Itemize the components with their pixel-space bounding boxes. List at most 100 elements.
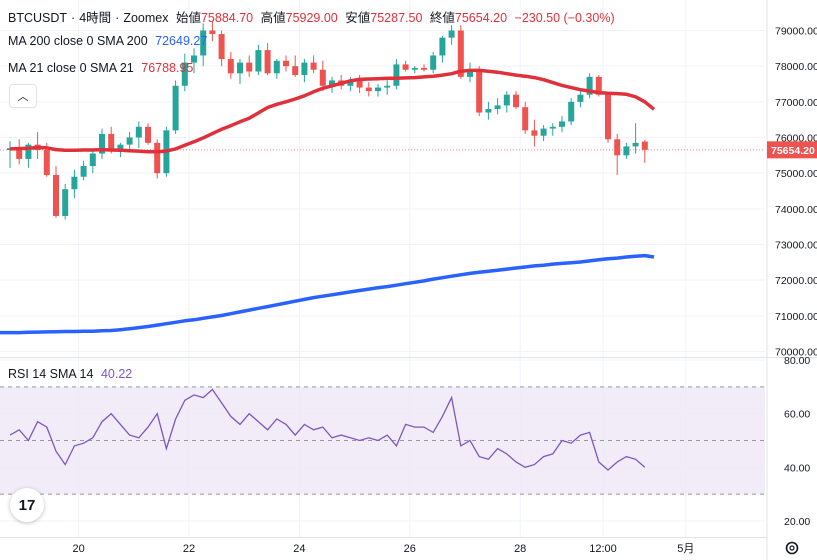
candle-body [503, 94, 510, 106]
candle-body [522, 107, 529, 131]
candle [273, 59, 280, 79]
rsi-tick-label: 80.00 [784, 355, 810, 367]
candle [283, 55, 289, 72]
candle [89, 149, 96, 174]
candle-body [117, 144, 124, 150]
candle-body [365, 87, 372, 92]
candle [218, 30, 225, 67]
candle-body [513, 94, 519, 108]
time-tick-label: 12:00 [589, 543, 617, 555]
candle [237, 59, 243, 84]
change-value: −230.50 (−0.30%) [514, 11, 615, 25]
candle-body [632, 142, 639, 147]
rsi-axis[interactable]: 20.00 40.00 60.00 80.00 [784, 355, 810, 528]
ma200-label: MA 200 close 0 SMA 200 [8, 34, 148, 48]
tradingview-logo[interactable]: 17 [10, 488, 44, 522]
candle-body [246, 62, 253, 72]
candle [145, 123, 151, 145]
candle-body [108, 133, 115, 150]
ma200-line [0, 253, 655, 335]
candle-body [301, 62, 308, 76]
high-value: 75929.00 [285, 11, 338, 25]
candle [476, 66, 483, 117]
legend-main: BTCUSDT · 4時間 · Zoomex 始値75884.70 高値75929.00… [8, 7, 619, 26]
last-price-badge-text: 75654.20 [771, 145, 815, 157]
candle [200, 23, 207, 67]
candle [393, 59, 400, 90]
candle [209, 21, 216, 42]
legend-ma200[interactable]: MA 200 close 0 SMA 200 72649.27 [8, 34, 211, 48]
candle [568, 98, 575, 126]
candle [53, 166, 59, 218]
candle [485, 101, 492, 120]
candle [632, 123, 639, 154]
low-label: 安値 [345, 11, 371, 25]
candle [430, 51, 437, 74]
candle-body [540, 128, 547, 136]
candle-body [439, 37, 446, 56]
ma200-value: 72649.27 [155, 34, 208, 48]
candle [375, 84, 381, 97]
price-tick-label: 77000.00 [775, 97, 817, 109]
legend-rsi[interactable]: RSI 14 SMA 14 40.22 [8, 367, 136, 381]
candle-body [448, 30, 455, 38]
candle-body [191, 55, 197, 63]
candle [99, 128, 105, 159]
candle-body [16, 148, 23, 159]
candle [310, 55, 317, 74]
price-tick-label: 70000.00 [775, 347, 817, 359]
candle [319, 60, 326, 92]
candle [384, 78, 391, 95]
price-tick-label: 74000.00 [775, 204, 817, 216]
candle-body [559, 121, 565, 127]
candle-body [356, 80, 363, 88]
price-tick-label: 78000.00 [775, 61, 817, 73]
candlestick-series [7, 21, 648, 220]
candle [62, 183, 69, 220]
candle-body [402, 64, 409, 70]
candle-body [586, 76, 593, 95]
low-value: 75287.50 [370, 11, 423, 25]
candle [365, 82, 372, 97]
candle-body [283, 60, 289, 67]
candle-body [218, 34, 225, 60]
last-price-badge: 75654.20 [767, 141, 817, 159]
candle-body [614, 139, 621, 156]
candle-body [264, 50, 271, 74]
time-tick-label: 24 [293, 543, 305, 555]
collapse-legend-button[interactable]: ︿ [9, 84, 37, 108]
candle-body [209, 30, 216, 35]
candle [448, 25, 455, 45]
candle-body [568, 101, 575, 122]
candle-body [467, 69, 473, 77]
open-value: 75884.70 [200, 11, 254, 25]
candle [34, 132, 41, 159]
price-axis[interactable]: 70000.00 71000.00 72000.00 73000.00 74000.00… [775, 26, 817, 359]
symbol-name[interactable]: BTCUSDT [8, 11, 68, 25]
candle-body [126, 137, 133, 145]
candle [540, 125, 547, 142]
interval-label[interactable]: 4時間 [79, 11, 112, 25]
logo-text: 17 [18, 496, 36, 514]
candle [411, 66, 418, 74]
time-tick-label: 5月 [677, 543, 694, 555]
time-axis[interactable]: 20 22 24 26 28 12:00 5月 [72, 543, 694, 555]
high-label: 高値 [260, 11, 286, 25]
legend-ma21[interactable]: MA 21 close 0 SMA 21 76788.95 [8, 61, 197, 75]
gear-icon-hub [789, 545, 795, 551]
candle-body [393, 64, 400, 86]
gear-icon[interactable] [785, 541, 799, 555]
last-price-badge-bg [767, 141, 817, 159]
price-tick-label: 71000.00 [775, 311, 817, 323]
candle-body [319, 69, 326, 86]
candle [181, 53, 188, 92]
open-label: 始値 [175, 11, 201, 25]
candle [503, 91, 510, 113]
candle [71, 169, 78, 199]
candle-body [80, 166, 87, 177]
candle-body [53, 174, 59, 216]
candle-body [145, 126, 151, 143]
candle [522, 101, 529, 134]
candle-body [200, 30, 207, 56]
